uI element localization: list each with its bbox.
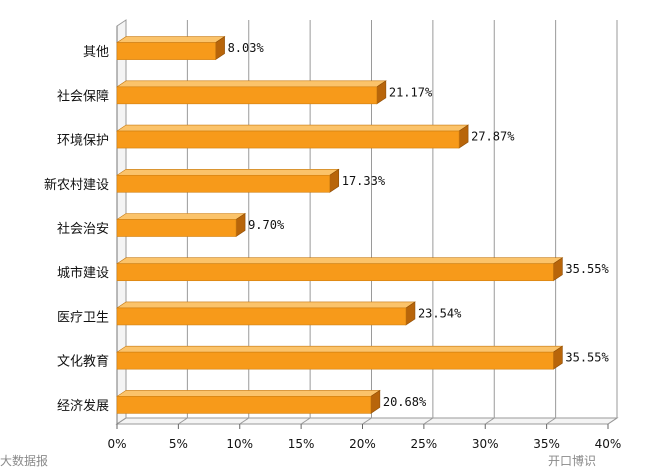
- x-tick-label: 15%: [288, 437, 315, 451]
- bars-layer: [116, 36, 564, 414]
- category-label: 经济发展: [57, 398, 109, 414]
- value-label: 21.17%: [389, 85, 433, 99]
- gridline-floor: [116, 417, 127, 425]
- bar-top: [116, 168, 340, 176]
- bar: [116, 263, 554, 282]
- gridline-floor: [300, 417, 311, 425]
- bar: [116, 351, 554, 370]
- bar-top: [116, 36, 226, 43]
- bar: [116, 86, 378, 105]
- category-label: 社会保障: [57, 88, 109, 104]
- bar: [116, 42, 216, 60]
- gridline-floor: [607, 417, 618, 425]
- x-tick-label: 5%: [169, 437, 188, 451]
- x-tick-label: 25%: [411, 437, 438, 451]
- value-label: 23.54%: [418, 306, 462, 320]
- gridline-floor: [423, 417, 434, 425]
- category-label: 医疗卫生: [57, 310, 109, 325]
- category-label: 社会治安: [57, 221, 109, 237]
- labels-layer: 0% 5% 10% 15% 20% 25% 30% 35% 40% 其他 8.03% 社会保障 21.1…: [44, 41, 621, 451]
- gridline-floor: [546, 417, 556, 425]
- bar-top: [116, 124, 470, 132]
- bar-top: [116, 301, 416, 309]
- watermark-left: 大数据报: [0, 454, 49, 468]
- gridline-floor: [239, 417, 250, 425]
- bar: [116, 307, 407, 326]
- watermark-right: 开口博识: [548, 454, 597, 468]
- x-tick-label: 35%: [533, 437, 560, 451]
- value-label: 35.55%: [565, 262, 609, 276]
- bar: [116, 219, 237, 237]
- value-label: 27.87%: [471, 130, 515, 144]
- bar-top: [116, 257, 564, 265]
- x-tick-label: 30%: [472, 437, 499, 451]
- x-tick-label: 0%: [107, 437, 126, 451]
- value-label: 8.03%: [228, 41, 265, 55]
- value-label: 9.70%: [248, 218, 285, 232]
- value-label: 20.68%: [383, 395, 427, 409]
- x-tick-label: 20%: [349, 437, 376, 451]
- bar-top: [116, 80, 387, 88]
- bar-top: [116, 390, 381, 397]
- bar: [116, 130, 460, 149]
- value-label: 17.33%: [342, 174, 386, 188]
- category-label: 新农村建设: [44, 177, 109, 193]
- value-label: 35.55%: [565, 351, 609, 365]
- bar-top: [116, 213, 247, 220]
- gridline-floor: [178, 417, 188, 425]
- gridline-floor: [362, 417, 372, 425]
- bar: [116, 174, 331, 193]
- bar: [116, 396, 372, 414]
- x-tick-label: 40%: [595, 437, 622, 451]
- bar-top: [116, 345, 564, 353]
- category-label: 城市建设: [57, 265, 109, 281]
- category-label: 其他: [83, 45, 109, 60]
- category-label: 文化教育: [57, 354, 109, 370]
- category-label: 环境保护: [57, 134, 109, 149]
- gridline-floor: [484, 417, 495, 425]
- x-tick-label: 10%: [226, 437, 253, 451]
